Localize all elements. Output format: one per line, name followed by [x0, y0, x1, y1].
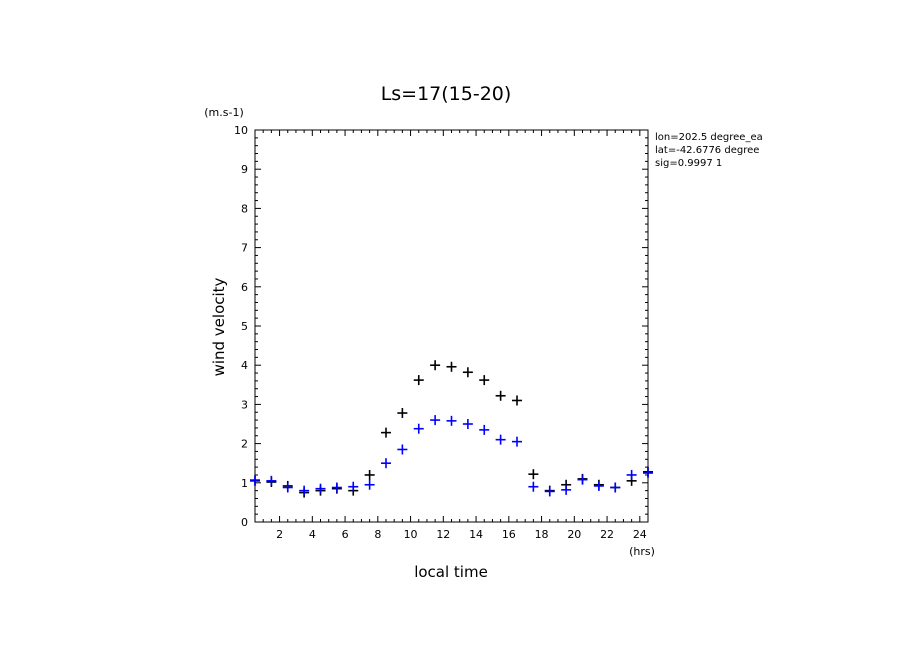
data-point [397, 444, 408, 455]
x-tick-label: 10 [404, 528, 418, 541]
x-tick-label: 18 [535, 528, 549, 541]
data-point [250, 475, 260, 486]
x-tick-label: 16 [502, 528, 516, 541]
x-tick-label: 2 [276, 528, 283, 541]
x-tick-label: 14 [469, 528, 483, 541]
data-point [413, 375, 424, 386]
x-tick-label: 22 [600, 528, 614, 541]
x-unit-label: (hrs) [629, 545, 655, 558]
data-point [593, 480, 604, 491]
annotation-line: lon=202.5 degree_ea [655, 132, 763, 143]
chart-title: Ls=17(15-20) [381, 83, 512, 105]
y-tick-label: 9 [241, 163, 248, 176]
x-tick-label: 24 [633, 528, 647, 541]
data-point [528, 481, 539, 492]
data-point [577, 474, 588, 485]
x-axis-label: local time [414, 563, 488, 581]
y-tick-label: 10 [234, 124, 248, 137]
data-point [266, 475, 277, 486]
data-point [479, 375, 490, 386]
data-point [381, 458, 391, 469]
data-point [528, 469, 539, 480]
axis-ticks [255, 129, 648, 523]
plot-frame [254, 129, 649, 523]
y-tick-label: 5 [241, 320, 248, 333]
data-point [544, 486, 555, 497]
data-point [512, 436, 522, 447]
data-point [364, 479, 375, 490]
y-tick-label: 7 [241, 242, 248, 255]
x-tick-label: 8 [374, 528, 381, 541]
data-point [331, 482, 342, 493]
y-tick-label: 6 [241, 281, 248, 294]
data-point [512, 395, 522, 406]
data-point [299, 485, 310, 496]
x-tick-label: 20 [567, 528, 581, 541]
y-axis-label: wind velocity [210, 277, 228, 376]
y-tick-label: 4 [241, 359, 248, 372]
data-point [495, 434, 506, 445]
data-markers [250, 360, 653, 498]
data-point [446, 361, 457, 372]
data-point [495, 390, 506, 401]
data-point [479, 424, 490, 435]
data-point [610, 482, 621, 493]
y-tick-label: 0 [241, 516, 248, 529]
data-point [462, 367, 473, 378]
y-tick-label: 3 [241, 398, 248, 411]
data-point [626, 469, 637, 480]
data-point [315, 483, 326, 494]
y-tick-label: 8 [241, 202, 248, 215]
data-point [446, 415, 457, 426]
data-point [397, 408, 408, 419]
x-tick-label: 4 [309, 528, 316, 541]
data-point [282, 482, 293, 493]
data-point [462, 419, 473, 429]
annotation-line: sig=0.9997 1 [655, 158, 722, 169]
data-point [561, 484, 572, 495]
x-tick-label: 6 [342, 528, 349, 541]
data-point [643, 468, 653, 478]
x-tick-label: 12 [436, 528, 450, 541]
y-unit-label: (m.s-1) [204, 106, 244, 119]
data-point [430, 415, 441, 426]
y-tick-label: 1 [241, 477, 248, 490]
annotations: lon=202.5 degree_ea lat=-42.6776 degree si… [655, 132, 763, 169]
data-point [430, 360, 441, 371]
annotation-line: lat=-42.6776 degree [655, 145, 759, 156]
data-point [381, 427, 391, 438]
data-point [348, 481, 359, 492]
data-point [364, 469, 375, 480]
y-tick-label: 2 [241, 438, 248, 451]
data-point [413, 423, 424, 434]
